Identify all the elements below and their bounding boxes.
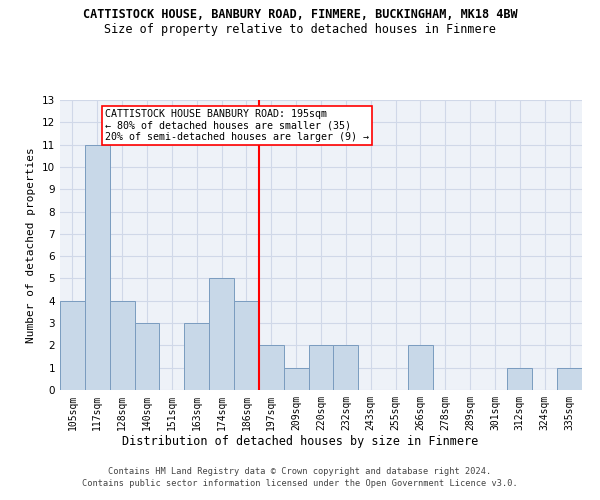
Bar <box>259 346 284 390</box>
Bar <box>184 323 209 390</box>
Bar <box>508 368 532 390</box>
Bar <box>234 301 259 390</box>
Bar <box>334 346 358 390</box>
Bar <box>60 301 85 390</box>
Text: CATTISTOCK HOUSE, BANBURY ROAD, FINMERE, BUCKINGHAM, MK18 4BW: CATTISTOCK HOUSE, BANBURY ROAD, FINMERE,… <box>83 8 517 20</box>
Bar <box>85 144 110 390</box>
Bar <box>134 323 160 390</box>
Bar <box>284 368 308 390</box>
Text: Contains HM Land Registry data © Crown copyright and database right 2024.: Contains HM Land Registry data © Crown c… <box>109 467 491 476</box>
Text: Size of property relative to detached houses in Finmere: Size of property relative to detached ho… <box>104 22 496 36</box>
Text: Contains public sector information licensed under the Open Government Licence v3: Contains public sector information licen… <box>82 478 518 488</box>
Text: Distribution of detached houses by size in Finmere: Distribution of detached houses by size … <box>122 435 478 448</box>
Bar <box>408 346 433 390</box>
Bar <box>110 301 134 390</box>
Text: CATTISTOCK HOUSE BANBURY ROAD: 195sqm
← 80% of detached houses are smaller (35)
: CATTISTOCK HOUSE BANBURY ROAD: 195sqm ← … <box>105 109 369 142</box>
Y-axis label: Number of detached properties: Number of detached properties <box>26 147 37 343</box>
Bar <box>557 368 582 390</box>
Bar <box>209 278 234 390</box>
Bar <box>308 346 334 390</box>
